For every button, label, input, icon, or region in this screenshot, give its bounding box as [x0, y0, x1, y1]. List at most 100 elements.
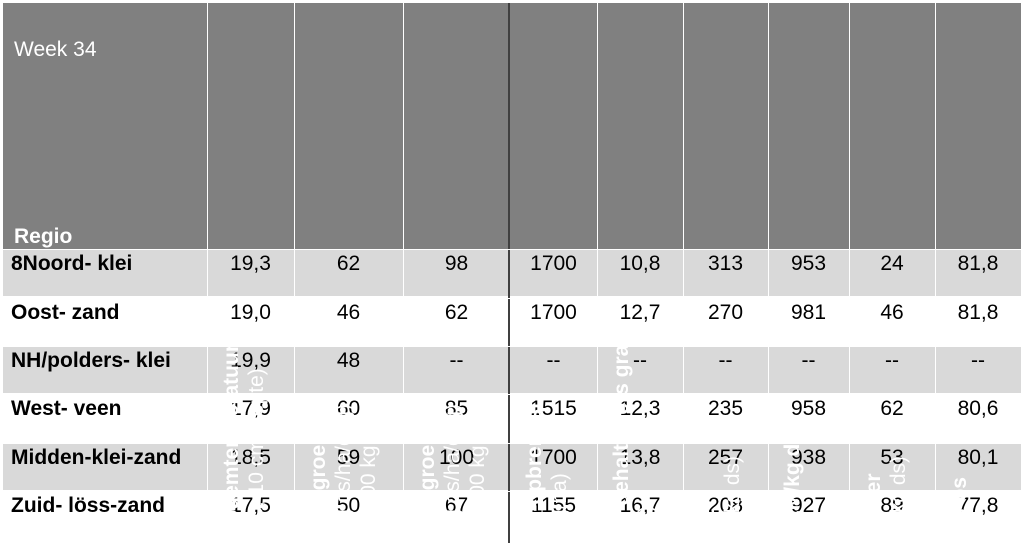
column-divider [294, 3, 295, 543]
column-header-title: Grasgroei [307, 438, 330, 538]
value-cell: 19,0 [230, 301, 271, 324]
region-cell: Zuid- löss-zand [11, 494, 165, 517]
value-cell: 80,1 [957, 446, 999, 469]
row-divider [3, 346, 1021, 347]
value-cell: 46 [880, 301, 904, 324]
value-cell: 19,3 [230, 252, 271, 275]
value-cell: 89 [880, 494, 904, 517]
value-cell: 67 [444, 494, 469, 517]
column-header-1: Bodemtemperatuur (°C, 10 cm diepte) [219, 344, 269, 538]
value-cell: -- [718, 349, 733, 372]
region-cell: West- veen [11, 397, 122, 420]
column-header-unit: (g/kg ds) [721, 456, 744, 538]
column-header-unit: (kg ds/ha/dag) [332, 403, 355, 538]
value-cell: 208 [707, 494, 744, 517]
row-divider [3, 443, 1021, 444]
value-cell: 313 [707, 252, 744, 275]
value-cell: 13,8 [619, 446, 661, 469]
value-cell: 1700 [530, 301, 577, 324]
value-cell: 1155 [530, 494, 577, 517]
column-header-2: Grasgroei (kg ds/ha/dag) < 1700 kg ds [306, 404, 381, 538]
column-header-8: Suiker (g/kg ds) [861, 456, 911, 538]
region-cell: Midden-klei-zand [11, 446, 182, 469]
table-header: Week 34 Regio [3, 3, 1021, 249]
value-cell: 938 [790, 446, 827, 469]
column-divider [768, 3, 769, 543]
value-cell: -- [633, 349, 647, 372]
value-cell: -- [971, 349, 985, 372]
value-cell: 1700 [530, 446, 577, 469]
value-cell: 235 [707, 397, 744, 420]
value-cell: -- [801, 349, 816, 372]
row-divider [3, 491, 1021, 492]
column-header-title: Grasgroei [416, 438, 439, 538]
value-cell: 24 [880, 252, 904, 275]
value-cell: 1515 [530, 397, 577, 420]
table-row: Midden-klei-zand 18,5 59 100 1700 13,8 257 938 5… [3, 443, 1021, 490]
value-cell: 17,9 [230, 397, 271, 420]
row-divider [3, 298, 1021, 299]
value-cell: 19,9 [230, 349, 271, 372]
value-cell: 16,7 [619, 494, 661, 517]
value-cell: 46 [336, 301, 361, 324]
column-divider [207, 3, 208, 543]
table-row: Zuid- löss-zand 17,5 50 67 1155 16,7 208 927 89 7… [3, 491, 1021, 538]
value-cell: 1700 [530, 252, 577, 275]
table-row: West- veen 17,9 60 85 1515 12,3 235 958 62 80,6 [3, 394, 1021, 441]
value-cell: -- [885, 349, 899, 372]
column-header-threshold: > 1700 kg ds [466, 417, 489, 538]
value-cell: 77,8 [957, 494, 999, 517]
region-cell: NH/polders- klei [11, 349, 171, 372]
column-header-title: Bodemtemperatuur [220, 344, 243, 538]
column-header-title: RE [696, 508, 719, 538]
column-header-unit: (°C, 10 cm diepte) [245, 368, 268, 538]
column-header-unit: (%) [635, 505, 658, 538]
column-header-7: VEM/kg ds [780, 432, 805, 538]
column-header-3: Grasgroei (kg ds/ha/dag) > 1700 kg ds [415, 404, 490, 538]
value-cell: 81,8 [957, 252, 999, 275]
value-cell: 981 [790, 301, 827, 324]
value-cell: 10,8 [619, 252, 661, 275]
section-divider [508, 3, 510, 543]
value-cell: -- [546, 349, 561, 372]
value-cell: 12,3 [619, 397, 661, 420]
region-cell: Oost- zand [11, 301, 120, 324]
column-divider [597, 3, 598, 543]
value-cell: 953 [790, 252, 827, 275]
table-row: 8Noord- klei 19,3 62 98 1700 10,8 313 953 24 81,8 [3, 249, 1021, 296]
value-cell: -- [449, 349, 464, 372]
value-cell: 98 [444, 252, 469, 275]
region-cell: 8Noord- klei [11, 252, 133, 275]
value-cell: 17,5 [230, 494, 271, 517]
value-cell: 12,7 [619, 301, 661, 324]
column-divider [403, 3, 404, 543]
row-divider [3, 394, 1021, 395]
value-cell: 48 [336, 349, 361, 372]
region-column-header: Regio [14, 225, 73, 248]
column-header-5: Ds gehalte vers gras (%) [609, 333, 659, 538]
column-header-unit: (kg ds/ha/dag) [441, 403, 464, 538]
value-cell: 927 [790, 494, 827, 517]
value-cell: 62 [336, 252, 361, 275]
value-cell: 257 [707, 446, 744, 469]
column-header-title: Ds gehalte vers gras [610, 332, 633, 538]
column-divider [935, 3, 936, 543]
value-cell: 80,6 [957, 397, 999, 420]
column-header-title: Ds-opbrengst [523, 401, 546, 539]
column-header-4: Ds-opbrengst (kg/ha) [522, 402, 572, 539]
week-label: Week 34 [14, 38, 97, 61]
row-divider [3, 249, 1021, 250]
column-header-unit: (g/kg ds) [887, 456, 910, 538]
value-cell: 85 [444, 397, 469, 420]
value-cell: 53 [880, 446, 904, 469]
column-header-title: VEM/kg ds [781, 431, 804, 538]
table-row: NH/polders- klei 19,9 48 -- -- -- -- -- -- -- [3, 346, 1021, 393]
value-cell: 50 [336, 494, 361, 517]
value-cell: 958 [790, 397, 827, 420]
value-cell: 62 [444, 301, 469, 324]
column-header-title: Suiker [862, 473, 885, 538]
value-cell: 62 [880, 397, 904, 420]
column-divider [849, 3, 850, 543]
column-header-6: RE (g/kg ds) [695, 456, 745, 538]
